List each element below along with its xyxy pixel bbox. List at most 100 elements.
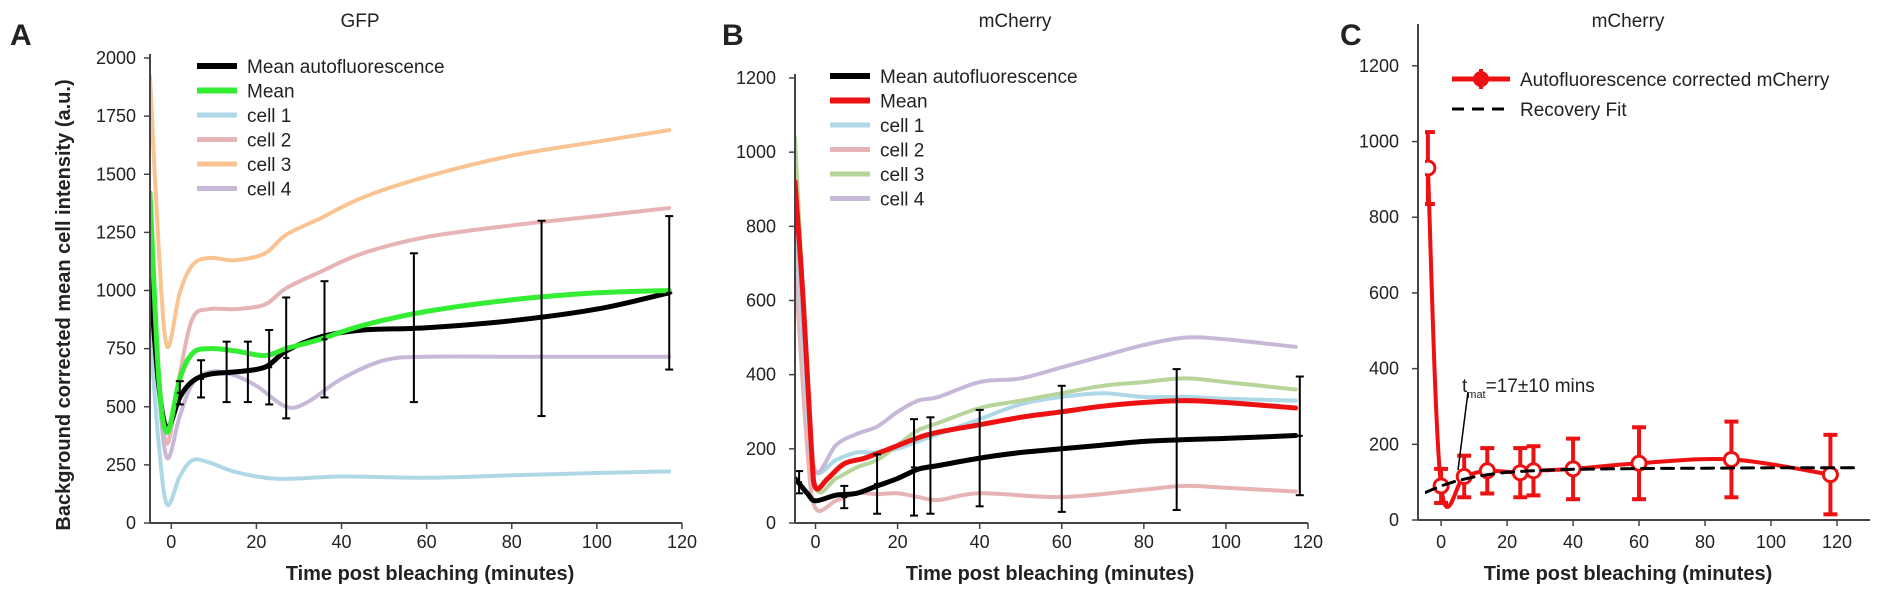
panel-c-data-point [1821,466,1839,484]
panel-c-x-tick-label: 40 [1563,532,1583,552]
panel-a-error-bar [265,329,274,406]
panel-c-data-point [1425,159,1437,177]
panel-c-y-tick-label: 800 [1369,207,1399,227]
panel-c-y-tick-label: 0 [1389,510,1399,530]
panel-a-series-cell-2 [150,206,672,446]
panel-a-error-bar [243,340,252,404]
panel-a-y-tick-label: 1750 [96,106,136,126]
panel-a-x-tick-label: 20 [246,532,266,552]
panel-b-series-mean-autofluorescence [795,433,1299,504]
panel-c-annotation-leader [1457,391,1469,471]
panel-a-y-tick-label: 250 [106,455,136,475]
panel-a-legend-item-cell-1: cell 1 [197,106,291,127]
panel-b-legend-label: cell 2 [880,141,924,162]
panel-a-y-tick-label: 1000 [96,281,136,301]
panel-b-legend-item-cell-2: cell 2 [830,141,924,162]
panel-a-x-axis-label: Time post bleaching (minutes) [286,563,575,585]
panel-c-legend-label: Autofluorescence corrected mCherry [1520,70,1830,91]
panel-c-data-point [1432,477,1450,495]
panel-c-y-tick-label: 1000 [1359,132,1399,152]
panel-a-x-tick-label: 60 [417,532,437,552]
panel-a-legend-item-mean-autofluorescence: Mean autofluorescence [197,57,445,78]
panel-b-title: mCherry [979,11,1052,32]
panel-b-y-tick-label: 1200 [736,68,776,88]
panel-b-error-bar [873,453,882,515]
panel-a-error-bar [537,219,546,418]
panel-b-y-tick-label: 0 [766,513,776,533]
panel-b-error-bar [975,408,984,508]
panel-letter-b: B [722,19,744,52]
panel-c-title: mCherry [1592,11,1665,32]
panel-a-error-bar [282,296,291,420]
panel-b-legend-item-cell-3: cell 3 [830,165,924,186]
panel-b-y-tick-label: 200 [746,439,776,459]
panel-c-tmat-annotation: tmat=17±10 mins [1457,376,1595,471]
panel-a-y-tick-label: 1500 [96,164,136,184]
panel-a-error-bar [320,280,329,399]
panel-a-legend-label: cell 3 [247,155,291,176]
panel-b-x-tick-label: 100 [1211,532,1241,552]
panel-c-x-tick-label: 120 [1822,532,1852,552]
panel-a-legend-item-cell-4: cell 4 [197,180,292,201]
panel-a-legend-item-mean: Mean [197,82,295,103]
panel-b-error-bar [926,416,935,515]
panel-c-x-tick-label: 80 [1695,532,1715,552]
panel-b-legend-item-cell-1: cell 1 [830,116,924,137]
panel-a-chart: GFP 0 250 500 750 1000 1250 1500 1750 2000 0 20 40 6… [53,11,697,585]
panel-b-legend-item-cell-4: cell 4 [830,190,925,211]
panel-a-series-cell-3 [150,74,672,350]
panel-b-error-bar [910,418,919,517]
panel-c-data-point [1722,450,1740,468]
panel-b-legend-label: Mean autofluorescence [880,67,1078,88]
panel-b-series-cell-1 [795,213,1298,476]
panel-c-y-tick-label: 1200 [1359,56,1399,76]
panel-a-error-bar [665,215,674,371]
panel-a-legend-label: Mean [247,82,295,103]
panel-a-x-tick-label: 120 [667,532,697,552]
panel-b-legend-item-mean: Mean [830,92,928,113]
panel-a-series-mean [150,190,672,435]
panel-c-x-tick-label: 0 [1436,532,1446,552]
panel-a-y-tick-label: 500 [106,397,136,417]
panel-a-x-tick-label: 100 [582,532,612,552]
panel-c-legend-item-autofluorescence-corrected-mcherry: Autofluorescence corrected mCherry [1452,69,1830,91]
panel-b-y-tick-label: 600 [746,291,776,311]
panel-c-y-tick-label: 400 [1369,359,1399,379]
panel-a-error-bar [197,359,206,399]
panel-a-series-cell-1 [150,330,672,508]
panel-b-legend-item-mean-autofluorescence: Mean autofluorescence [830,67,1078,88]
panel-b-x-tick-label: 20 [888,532,908,552]
panel-c-x-tick-label: 60 [1629,532,1649,552]
panel-a-x-tick-label: 0 [166,532,176,552]
panel-b-y-tick-label: 800 [746,216,776,236]
panel-a-legend-label: cell 2 [247,131,291,152]
panel-a-y-tick-label: 0 [126,513,136,533]
panel-c-x-axis-label: Time post bleaching (minutes) [1484,563,1773,585]
panel-a-x-tick-label: 80 [502,532,522,552]
panel-b-error-bar [795,470,804,495]
panel-a-title: GFP [340,11,379,32]
panel-c-x-tick-label: 20 [1497,532,1517,552]
panel-b-series-cell-4 [795,179,1298,475]
panel-a-x-tick-label: 40 [332,532,352,552]
panel-a-legend-item-cell-2: cell 2 [197,131,291,152]
panel-b-y-tick-label: 1000 [736,142,776,162]
panel-b-x-tick-label: 120 [1293,532,1323,552]
panel-c-legend-label: Recovery Fit [1520,100,1627,121]
panel-a-y-axis-label: Background corrected mean cell intensity… [53,79,75,530]
panel-a-y-tick-label: 2000 [96,48,136,68]
panel-c-annotation-text: tmat=17±10 mins [1462,376,1595,401]
panel-c-y-tick-label: 600 [1369,283,1399,303]
panel-b-error-bar [1295,375,1304,497]
panel-c-data-point [1511,464,1529,482]
panel-b-error-bar [1172,368,1181,512]
panel-c-data-point [1630,454,1648,472]
panel-a-series-mean-autofluorescence [150,276,672,431]
panel-a-error-bar [175,380,184,406]
panel-c-x-tick-label: 100 [1756,532,1786,552]
panel-a-y-tick-label: 750 [106,339,136,359]
panel-b-legend-label: cell 1 [880,116,924,137]
panel-b-x-tick-label: 80 [1134,532,1154,552]
panel-c-data-point [1455,467,1473,485]
